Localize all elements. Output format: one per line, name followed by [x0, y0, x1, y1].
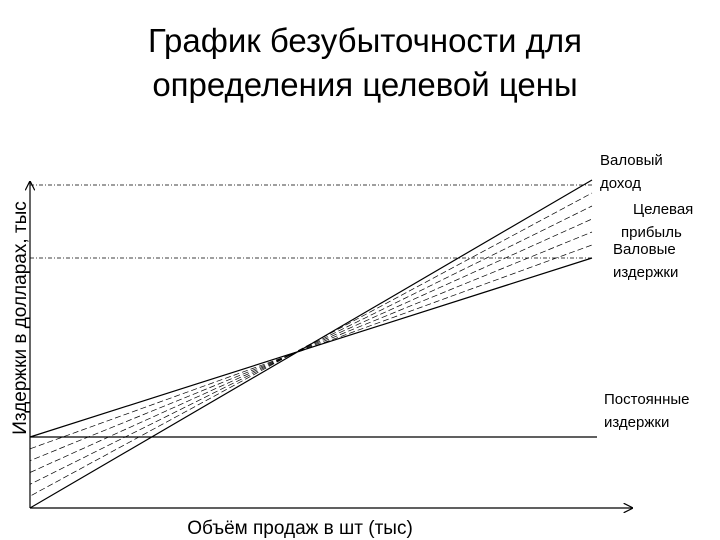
cost-label: Валовые — [613, 241, 676, 258]
revenue-label: Валовый — [600, 152, 663, 169]
title-line: График безубыточности для — [148, 22, 582, 59]
fixed-cost-label: Постоянные — [604, 391, 689, 408]
revenue-label: доход — [600, 175, 641, 192]
y-axis-label: Издержки в долларах, тыс — [10, 201, 31, 434]
hatch-line — [289, 244, 593, 356]
revenue-line — [29, 179, 593, 509]
hatching — [29, 192, 593, 497]
hatch-line — [289, 218, 593, 356]
guides — [30, 184, 592, 259]
hatch-line — [289, 205, 593, 356]
profit-label: Целевая — [633, 201, 693, 218]
hatch-line — [29, 354, 291, 450]
cost-label: издержки — [613, 264, 678, 281]
hatch-line — [289, 192, 593, 356]
axes — [30, 182, 632, 508]
hatch-line — [29, 354, 291, 461]
hatch-line — [29, 354, 291, 485]
hatch-line — [29, 354, 291, 473]
x-axis-label: Объём продаж в шт (тыс) — [187, 518, 413, 539]
total-cost-line — [29, 257, 593, 438]
hatch-line — [289, 231, 593, 356]
fixed-cost-label: издержки — [604, 414, 669, 431]
hatch-line — [29, 354, 291, 497]
profit-label: прибыль — [621, 224, 682, 241]
title-line: определения целевой цены — [152, 66, 577, 103]
lines — [29, 179, 597, 509]
